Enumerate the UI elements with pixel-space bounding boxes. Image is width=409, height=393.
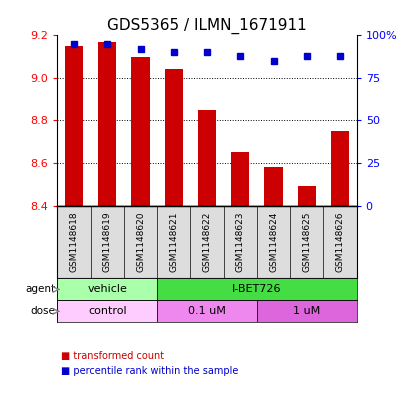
Text: GSM1148621: GSM1148621 xyxy=(169,212,178,272)
Text: GSM1148620: GSM1148620 xyxy=(136,212,145,272)
Text: GSM1148626: GSM1148626 xyxy=(335,212,344,272)
Title: GDS5365 / ILMN_1671911: GDS5365 / ILMN_1671911 xyxy=(107,18,306,34)
Text: 1 uM: 1 uM xyxy=(292,306,320,316)
Bar xyxy=(157,279,356,300)
Text: agent: agent xyxy=(25,285,56,294)
Text: control: control xyxy=(88,306,126,316)
Bar xyxy=(297,186,315,206)
Text: GSM1148618: GSM1148618 xyxy=(70,212,79,272)
Text: vehicle: vehicle xyxy=(87,285,127,294)
Text: 0.1 uM: 0.1 uM xyxy=(188,306,225,316)
Text: GSM1148625: GSM1148625 xyxy=(301,212,310,272)
Bar xyxy=(264,167,282,206)
Bar xyxy=(231,152,249,206)
Text: dose: dose xyxy=(31,306,56,316)
Bar xyxy=(330,131,348,206)
Bar xyxy=(164,70,182,206)
Bar xyxy=(65,46,83,206)
Bar xyxy=(57,279,157,300)
Bar xyxy=(157,300,256,322)
Text: ■ percentile rank within the sample: ■ percentile rank within the sample xyxy=(61,366,238,376)
Bar xyxy=(98,42,116,206)
Text: GSM1148619: GSM1148619 xyxy=(103,212,112,272)
Text: GSM1148622: GSM1148622 xyxy=(202,212,211,272)
Bar xyxy=(256,300,356,322)
Text: I-BET726: I-BET726 xyxy=(231,285,281,294)
Bar xyxy=(57,300,157,322)
Bar xyxy=(198,110,216,206)
Bar xyxy=(131,57,149,206)
Text: ■ transformed count: ■ transformed count xyxy=(61,351,164,361)
Text: GSM1148624: GSM1148624 xyxy=(268,212,277,272)
Text: GSM1148623: GSM1148623 xyxy=(235,212,244,272)
